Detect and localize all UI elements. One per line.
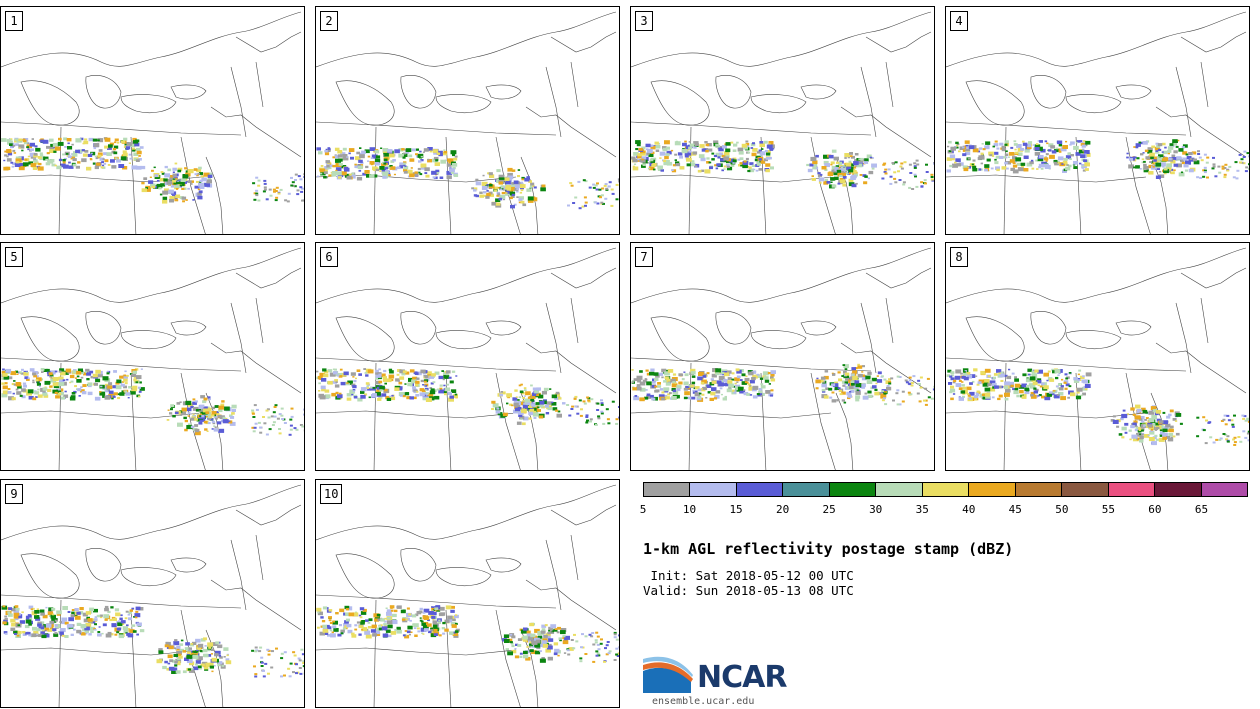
reflectivity-map xyxy=(316,484,619,707)
colorbar-segment xyxy=(783,483,830,496)
colorbar-segment xyxy=(829,483,877,496)
colorbar-tick-label: 65 xyxy=(1194,503,1209,516)
colorbar-segment xyxy=(876,483,923,496)
colorbar-segment xyxy=(1155,483,1202,496)
colorbar-segment xyxy=(690,483,737,496)
colorbar-tick-label: 20 xyxy=(775,503,790,516)
reflectivity-map xyxy=(1,11,304,234)
init-time: Init: Sat 2018-05-12 00 UTC xyxy=(643,568,854,583)
postage-stamp-panel: 7 xyxy=(630,242,935,471)
colorbar-segment xyxy=(969,483,1016,496)
colorbar-tick-label: 25 xyxy=(822,503,836,516)
reflectivity-map xyxy=(631,11,934,234)
website-url: ensemble.ucar.edu xyxy=(652,696,755,707)
colorbar-segment xyxy=(922,483,970,496)
ncar-logo-text: NCAR xyxy=(697,660,787,695)
colorbar-tick-label: 55 xyxy=(1101,503,1115,516)
panel-number-label: 6 xyxy=(320,247,338,267)
panel-number-label: 8 xyxy=(950,247,968,267)
figure-title: 1-km AGL reflectivity postage stamp (dBZ… xyxy=(643,540,1014,558)
panel-number-label: 3 xyxy=(635,11,653,31)
reflectivity-map xyxy=(316,247,619,470)
colorbar-segment xyxy=(644,483,691,496)
panel-number-label: 4 xyxy=(950,11,968,31)
colorbar-segment xyxy=(736,483,784,496)
reflectivity-map xyxy=(946,247,1249,470)
colorbar-segment xyxy=(1201,483,1248,496)
reflectivity-map xyxy=(316,11,619,234)
reflectivity-map xyxy=(946,11,1249,234)
postage-stamp-panel: 4 xyxy=(945,6,1250,235)
postage-stamp-panel: 10 xyxy=(315,479,620,708)
panel-number-label: 1 xyxy=(5,11,23,31)
panel-number-label: 7 xyxy=(635,247,653,267)
panel-number-label: 9 xyxy=(5,484,23,504)
panel-number-label: 10 xyxy=(320,484,343,504)
reflectivity-map xyxy=(1,247,304,470)
colorbar-tick-label: 10 xyxy=(682,503,697,516)
postage-stamp-panel: 9 xyxy=(0,479,305,708)
ncar-logo-icon xyxy=(643,656,693,693)
panel-number-label: 2 xyxy=(320,11,338,31)
colorbar-segment xyxy=(1015,483,1063,496)
colorbar-tick-label: 5 xyxy=(639,503,647,516)
colorbar-segment xyxy=(1108,483,1156,496)
colorbar-tick-label: 60 xyxy=(1148,503,1162,516)
reflectivity-map xyxy=(631,247,934,470)
postage-stamp-panel: 2 xyxy=(315,6,620,235)
postage-stamp-panel: 1 xyxy=(0,6,305,235)
colorbar-tick-label: 40 xyxy=(962,503,976,516)
valid-time: Valid: Sun 2018-05-13 08 UTC xyxy=(643,583,854,598)
postage-stamp-panel: 8 xyxy=(945,242,1250,471)
colorbar-segment xyxy=(1062,483,1109,496)
colorbar-tick-label: 30 xyxy=(869,503,883,516)
colorbar-tick-label: 35 xyxy=(915,503,929,516)
reflectivity-map xyxy=(1,484,304,707)
postage-stamp-panel: 3 xyxy=(630,6,935,235)
panel-number-label: 5 xyxy=(5,247,23,267)
reflectivity-colorbar xyxy=(643,482,1248,497)
colorbar-ticks: 5 10 15 20 25 30 35 40 45 50 55 60 65 xyxy=(639,503,1248,517)
postage-stamp-panel: 6 xyxy=(315,242,620,471)
colorbar-tick-label: 15 xyxy=(729,503,743,516)
colorbar-tick-label: 45 xyxy=(1008,503,1022,516)
colorbar-tick-label: 50 xyxy=(1055,503,1069,516)
postage-stamp-panel: 5 xyxy=(0,242,305,471)
